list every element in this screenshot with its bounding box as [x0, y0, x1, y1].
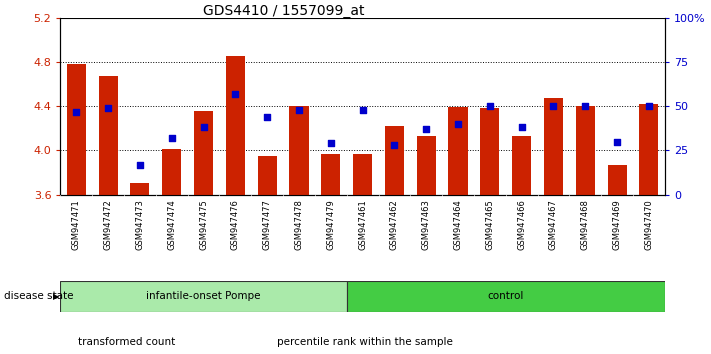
Bar — [607, 165, 626, 195]
Point — [166, 135, 178, 141]
Text: GSM947466: GSM947466 — [517, 199, 526, 250]
Bar — [347, 281, 665, 312]
Bar — [162, 149, 181, 195]
Text: GSM947468: GSM947468 — [581, 199, 589, 250]
Text: percentile rank within the sample: percentile rank within the sample — [277, 337, 453, 347]
Text: GSM947461: GSM947461 — [358, 199, 367, 250]
Bar — [99, 76, 118, 195]
Point — [389, 142, 400, 148]
Bar — [226, 56, 245, 195]
Text: GSM947463: GSM947463 — [422, 199, 431, 250]
Text: GSM947477: GSM947477 — [262, 199, 272, 250]
Text: GSM947465: GSM947465 — [486, 199, 494, 250]
Point — [420, 126, 432, 132]
Text: GSM947462: GSM947462 — [390, 199, 399, 250]
Text: GSM947479: GSM947479 — [326, 199, 336, 250]
Text: GSM947476: GSM947476 — [231, 199, 240, 250]
Point — [102, 105, 114, 111]
Text: GSM947464: GSM947464 — [454, 199, 463, 250]
Text: GSM947471: GSM947471 — [72, 199, 81, 250]
Point — [134, 162, 146, 167]
Text: control: control — [488, 291, 524, 302]
Bar — [544, 98, 563, 195]
Bar — [321, 154, 341, 195]
Bar — [417, 136, 436, 195]
Bar — [60, 281, 347, 312]
Bar — [481, 108, 499, 195]
Bar — [67, 64, 86, 195]
Text: GSM947467: GSM947467 — [549, 199, 558, 250]
Point — [547, 103, 559, 109]
Text: disease state: disease state — [4, 291, 73, 302]
Text: GSM947473: GSM947473 — [136, 199, 144, 250]
Text: GSM947470: GSM947470 — [644, 199, 653, 250]
Text: GSM947478: GSM947478 — [294, 199, 304, 250]
Point — [611, 139, 623, 144]
Point — [325, 141, 336, 146]
Point — [262, 114, 273, 120]
Point — [357, 107, 368, 113]
Bar — [130, 183, 149, 195]
Text: ▶: ▶ — [53, 292, 59, 301]
Bar — [576, 106, 595, 195]
Point — [643, 103, 655, 109]
Point — [516, 125, 528, 130]
Text: GSM947474: GSM947474 — [167, 199, 176, 250]
Point — [452, 121, 464, 127]
Point — [484, 103, 496, 109]
Text: GSM947469: GSM947469 — [613, 199, 621, 250]
Point — [230, 91, 241, 97]
Point — [579, 103, 591, 109]
Text: GDS4410 / 1557099_at: GDS4410 / 1557099_at — [203, 4, 365, 18]
Bar — [194, 110, 213, 195]
Bar — [353, 154, 372, 195]
Bar — [639, 104, 658, 195]
Bar — [257, 156, 277, 195]
Text: GSM947475: GSM947475 — [199, 199, 208, 250]
Text: infantile-onset Pompe: infantile-onset Pompe — [146, 291, 261, 302]
Bar — [385, 126, 404, 195]
Point — [294, 107, 305, 113]
Bar — [289, 106, 309, 195]
Bar — [449, 107, 468, 195]
Text: GSM947472: GSM947472 — [104, 199, 112, 250]
Point — [198, 125, 209, 130]
Text: transformed count: transformed count — [78, 337, 176, 347]
Point — [70, 109, 82, 114]
Bar — [512, 136, 531, 195]
